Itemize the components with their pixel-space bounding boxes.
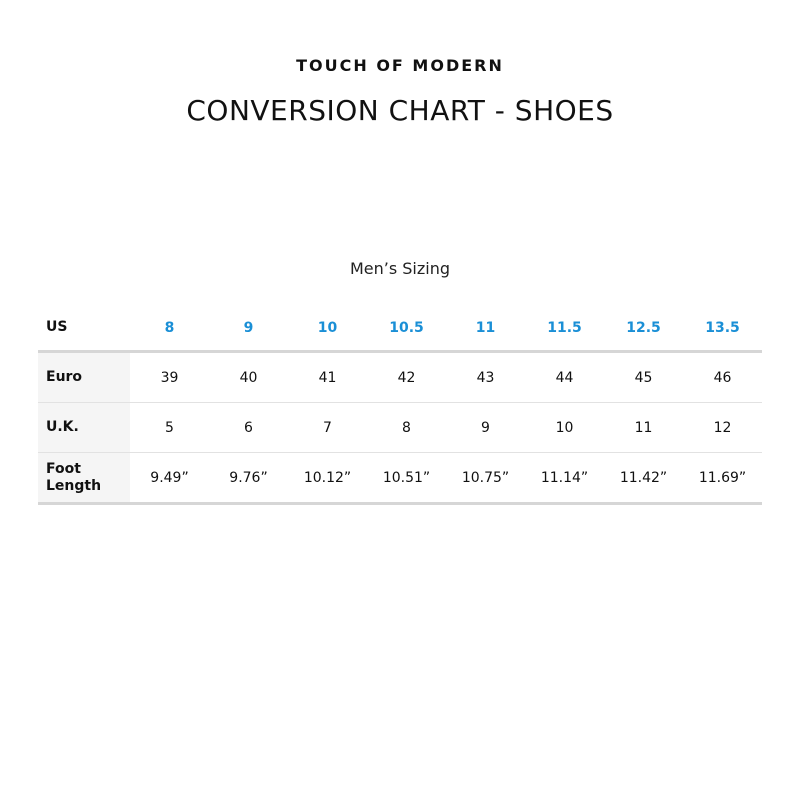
table-cell: 44	[525, 351, 604, 403]
table-cell: 7	[288, 402, 367, 453]
table-cell: 11.69”	[683, 452, 762, 505]
table-cell: 10	[288, 305, 367, 353]
table-cell: 8	[130, 305, 209, 353]
size-conversion-table: US 8 9 10 10.5 11 11.5 12.5 13.5 Euro 39 40 41 42 43 44…	[38, 305, 762, 505]
table-cell: 11.14”	[525, 452, 604, 505]
table-cell: 11.42”	[604, 452, 683, 505]
table-cell: 11.5	[525, 305, 604, 353]
table-cell: 12.5	[604, 305, 683, 353]
row-label: Foot Length	[38, 452, 130, 505]
table-cell: 41	[288, 351, 367, 403]
table-cell: 42	[367, 351, 446, 403]
table-cell: 10.12”	[288, 452, 367, 505]
table-cell: 43	[446, 351, 525, 403]
table-cell: 8	[367, 402, 446, 453]
table-cell: 10.5	[367, 305, 446, 353]
table-cell: 12	[683, 402, 762, 453]
table-row: U.K. 5 6 7 8 9 10 11 12	[38, 402, 762, 453]
row-label: US	[38, 305, 130, 353]
table-cell: 9.49”	[130, 452, 209, 505]
table-cell: 11	[446, 305, 525, 353]
table-cell: 11	[604, 402, 683, 453]
table-row: Foot Length 9.49” 9.76” 10.12” 10.51” 10.75” 11…	[38, 452, 762, 505]
table-cell: 9.76”	[209, 452, 288, 505]
table-cell: 9	[446, 402, 525, 453]
table-subtitle: Men’s Sizing	[349, 259, 451, 278]
brand-logo: TOUCH OF MODERN	[296, 56, 504, 75]
table-header-row: US 8 9 10 10.5 11 11.5 12.5 13.5	[38, 305, 762, 353]
row-label: Euro	[38, 351, 130, 403]
table-row: Euro 39 40 41 42 43 44 45 46	[38, 351, 762, 403]
table-cell: 40	[209, 351, 288, 403]
table-cell: 5	[130, 402, 209, 453]
table-cell: 9	[209, 305, 288, 353]
table-cell: 45	[604, 351, 683, 403]
table-cell: 10.51”	[367, 452, 446, 505]
table-cell: 46	[683, 351, 762, 403]
table-cell: 13.5	[683, 305, 762, 353]
table-cell: 10.75”	[446, 452, 525, 505]
page-title: CONVERSION CHART - SHOES	[186, 94, 614, 127]
row-label: U.K.	[38, 402, 130, 453]
table-cell: 6	[209, 402, 288, 453]
table-cell: 39	[130, 351, 209, 403]
table-cell: 10	[525, 402, 604, 453]
